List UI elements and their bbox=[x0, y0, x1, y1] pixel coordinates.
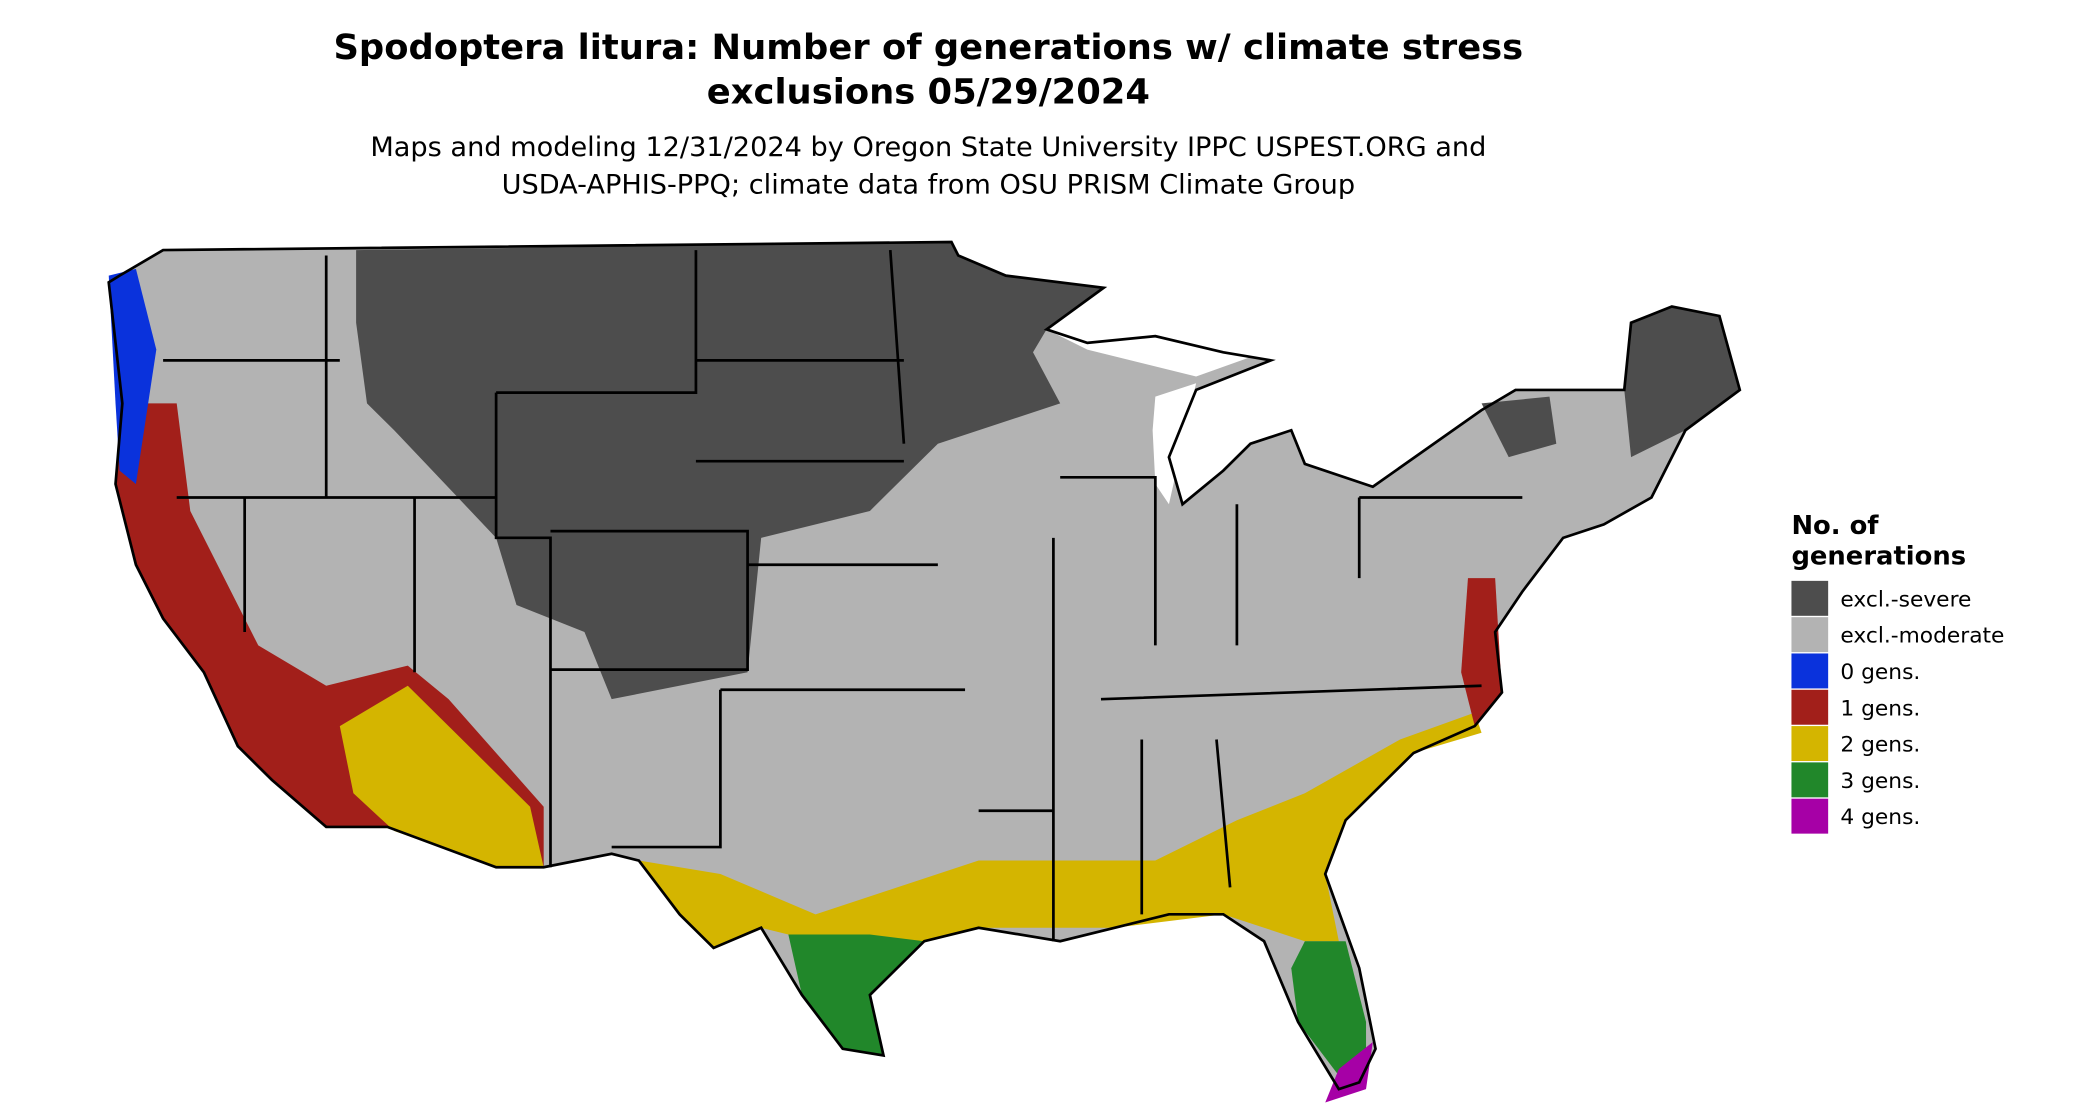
legend-swatch bbox=[1791, 617, 1829, 653]
legend: No. of generations excl.-severe excl.-mod… bbox=[1791, 511, 2004, 834]
subtitle: Maps and modeling 12/31/2024 by Oregon S… bbox=[370, 132, 1486, 163]
region-3-gen bbox=[1291, 941, 1367, 1076]
legend-swatch bbox=[1791, 580, 1829, 616]
legend-label: 3 gens. bbox=[1840, 769, 1920, 794]
legend-label: 2 gens. bbox=[1840, 733, 1920, 758]
region-1-gen bbox=[1461, 578, 1502, 727]
legend-label: excl.-severe bbox=[1840, 588, 1971, 613]
legend-swatch bbox=[1791, 653, 1829, 689]
region-severe bbox=[1624, 306, 1740, 458]
legend-label: 0 gens. bbox=[1840, 660, 1920, 685]
legend-label: 4 gens. bbox=[1840, 805, 1920, 830]
region-2-gen bbox=[638, 712, 1482, 995]
region-severe bbox=[1481, 396, 1557, 458]
map bbox=[107, 240, 1742, 1103]
legend-swatch bbox=[1791, 762, 1829, 798]
legend-title: No. of bbox=[1791, 511, 1879, 541]
legend-label: 1 gens. bbox=[1840, 696, 1920, 721]
region-severe bbox=[356, 242, 1104, 700]
title: Spodoptera litura: Number of generations… bbox=[333, 27, 1523, 68]
legend-swatch bbox=[1791, 726, 1829, 762]
legend-swatch bbox=[1791, 798, 1829, 834]
region-2-gen bbox=[339, 685, 544, 868]
region-3-gen bbox=[788, 934, 925, 1056]
state-borders bbox=[163, 249, 1523, 942]
subtitle: USDA-APHIS-PPQ; climate data from OSU PR… bbox=[502, 170, 1355, 201]
legend-swatch bbox=[1791, 689, 1829, 725]
country-border bbox=[107, 240, 1742, 1091]
title: exclusions 05/29/2024 bbox=[707, 72, 1150, 113]
legend-label: excl.-moderate bbox=[1840, 624, 2004, 649]
legend-title: generations bbox=[1791, 542, 1966, 572]
lake bbox=[1046, 287, 1265, 377]
